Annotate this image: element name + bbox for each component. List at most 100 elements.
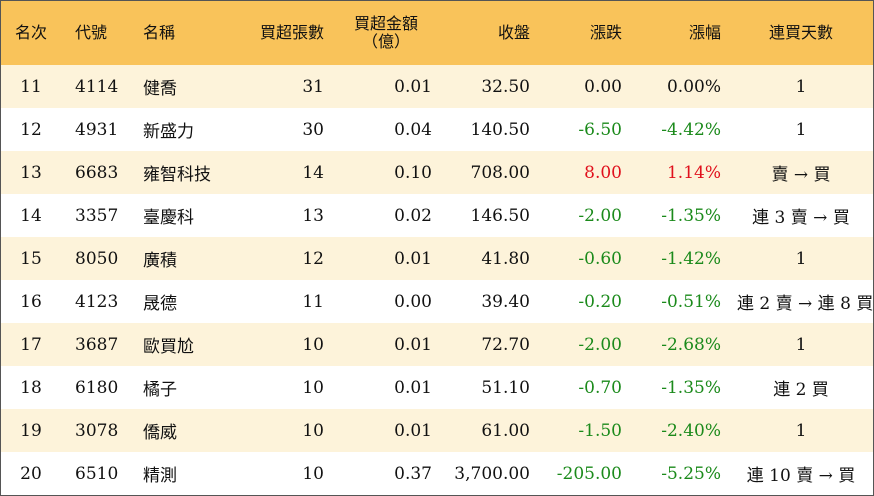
cell-name: 僑威 bbox=[143, 423, 177, 443]
cell-net-buy-amount: 0.04 bbox=[394, 119, 432, 140]
cell-change-pct: -0.51% bbox=[661, 291, 721, 312]
cell-code: 6180 bbox=[75, 377, 119, 398]
cell-change: -2.00 bbox=[578, 334, 622, 355]
cell-net-buy-amount: 0.02 bbox=[394, 205, 432, 226]
header-change: 漲跌 bbox=[589, 23, 622, 42]
table-row: 12 4931 新盛力 30 0.04 140.50 -6.50 -4.42% 1 bbox=[1, 108, 873, 151]
cell-net-buy-amount: 0.37 bbox=[394, 463, 432, 484]
cell-close: 41.80 bbox=[481, 248, 530, 269]
table-row: 19 3078 僑威 10 0.01 61.00 -1.50 -2.40% 1 bbox=[1, 409, 873, 452]
cell-change-pct: -1.42% bbox=[661, 248, 721, 269]
cell-net-buy-lots: 14 bbox=[302, 162, 324, 183]
cell-rank: 20 bbox=[20, 463, 42, 484]
cell-code: 6510 bbox=[75, 463, 119, 484]
cell-consecutive-days: 1 bbox=[795, 76, 807, 97]
cell-rank: 13 bbox=[20, 162, 42, 183]
cell-consecutive-days: 連 3 賣 → 買 bbox=[752, 208, 850, 228]
header-net-buy-lots: 買超張數 bbox=[259, 23, 324, 42]
cell-net-buy-amount: 0.01 bbox=[394, 248, 432, 269]
header-code: 代號 bbox=[75, 23, 108, 42]
cell-change: -1.50 bbox=[578, 420, 622, 441]
cell-net-buy-lots: 13 bbox=[302, 205, 324, 226]
cell-consecutive-days: 連 10 賣 → 買 bbox=[746, 466, 856, 486]
header-name: 名稱 bbox=[143, 23, 176, 42]
cell-rank: 14 bbox=[20, 205, 42, 226]
cell-rank: 16 bbox=[20, 291, 42, 312]
cell-close: 72.70 bbox=[481, 334, 530, 355]
cell-close: 140.50 bbox=[470, 119, 530, 140]
table-body: 11 4114 健喬 31 0.01 32.50 0.00 0.00% 1 12 4931 新盛力 30… bbox=[1, 65, 873, 495]
cell-consecutive-days: 1 bbox=[795, 248, 807, 269]
cell-change-pct: 1.14% bbox=[666, 162, 721, 183]
cell-name: 廣積 bbox=[143, 251, 177, 271]
cell-change: -0.70 bbox=[578, 377, 622, 398]
cell-close: 3,700.00 bbox=[454, 463, 530, 484]
cell-close: 708.00 bbox=[470, 162, 530, 183]
cell-net-buy-lots: 10 bbox=[302, 463, 324, 484]
cell-net-buy-amount: 0.00 bbox=[394, 291, 432, 312]
cell-code: 6683 bbox=[75, 162, 119, 183]
header-net-buy-amount-line2: （億） bbox=[361, 32, 410, 51]
cell-name: 歐買尬 bbox=[143, 337, 194, 357]
cell-rank: 12 bbox=[20, 119, 42, 140]
cell-net-buy-amount: 0.01 bbox=[394, 377, 432, 398]
table-row: 18 6180 橘子 10 0.01 51.10 -0.70 -1.35% 連 2 買 bbox=[1, 366, 873, 409]
cell-consecutive-days: 1 bbox=[795, 334, 807, 355]
cell-name: 臺慶科 bbox=[143, 208, 194, 228]
cell-code: 3357 bbox=[75, 205, 119, 226]
table-row: 17 3687 歐買尬 10 0.01 72.70 -2.00 -2.68% 1 bbox=[1, 323, 873, 366]
cell-consecutive-days: 連 2 賣 → 連 8 買 bbox=[737, 294, 874, 314]
cell-code: 4123 bbox=[75, 291, 119, 312]
table-header-row: 名次 代號 名稱 買超張數 買超金額 （億） 收盤 漲跌 漲幅 連買天數 bbox=[1, 1, 873, 65]
header-net-buy-amount-line1: 買超金額 bbox=[353, 14, 418, 33]
cell-net-buy-lots: 10 bbox=[302, 377, 324, 398]
cell-close: 39.40 bbox=[481, 291, 530, 312]
cell-rank: 15 bbox=[20, 248, 42, 269]
cell-code: 3687 bbox=[75, 334, 119, 355]
cell-close: 61.00 bbox=[481, 420, 530, 441]
cell-code: 3078 bbox=[75, 420, 119, 441]
cell-name: 健喬 bbox=[143, 79, 177, 99]
cell-net-buy-lots: 11 bbox=[302, 291, 324, 312]
cell-net-buy-lots: 12 bbox=[302, 248, 324, 269]
cell-net-buy-amount: 0.01 bbox=[394, 420, 432, 441]
cell-rank: 11 bbox=[20, 76, 42, 97]
cell-change: 8.00 bbox=[584, 162, 622, 183]
table-row: 14 3357 臺慶科 13 0.02 146.50 -2.00 -1.35% 連 3 賣 → … bbox=[1, 194, 873, 237]
cell-net-buy-lots: 31 bbox=[302, 76, 324, 97]
cell-name: 雍智科技 bbox=[143, 165, 211, 185]
cell-close: 146.50 bbox=[470, 205, 530, 226]
header-net-buy-amount: 買超金額 （億） bbox=[332, 1, 440, 65]
cell-change-pct: -1.35% bbox=[661, 205, 721, 226]
cell-name: 橘子 bbox=[143, 380, 177, 400]
cell-change-pct: -4.42% bbox=[661, 119, 721, 140]
cell-change-pct: 0.00% bbox=[666, 76, 721, 97]
cell-name: 晟德 bbox=[143, 294, 177, 314]
cell-net-buy-amount: 0.10 bbox=[394, 162, 432, 183]
cell-code: 4114 bbox=[75, 76, 119, 97]
cell-net-buy-lots: 30 bbox=[302, 119, 324, 140]
cell-close: 51.10 bbox=[481, 377, 530, 398]
cell-name: 新盛力 bbox=[143, 122, 194, 142]
cell-rank: 19 bbox=[20, 420, 42, 441]
table-row: 11 4114 健喬 31 0.01 32.50 0.00 0.00% 1 bbox=[1, 65, 873, 108]
cell-change-pct: -1.35% bbox=[661, 377, 721, 398]
cell-net-buy-amount: 0.01 bbox=[394, 334, 432, 355]
cell-change-pct: -5.25% bbox=[661, 463, 721, 484]
header-consecutive-days: 連買天數 bbox=[768, 23, 833, 42]
table-row: 20 6510 精測 10 0.37 3,700.00 -205.00 -5.25% 連 10 … bbox=[1, 452, 873, 495]
table-row: 13 6683 雍智科技 14 0.10 708.00 8.00 1.14% 賣 → 買 bbox=[1, 151, 873, 194]
cell-change: 0.00 bbox=[584, 76, 622, 97]
cell-code: 8050 bbox=[75, 248, 119, 269]
cell-change: -0.60 bbox=[578, 248, 622, 269]
cell-consecutive-days: 1 bbox=[795, 420, 807, 441]
cell-change-pct: -2.68% bbox=[661, 334, 721, 355]
cell-consecutive-days: 連 2 買 bbox=[773, 380, 829, 400]
cell-name: 精測 bbox=[143, 466, 177, 486]
table-row: 15 8050 廣積 12 0.01 41.80 -0.60 -1.42% 1 bbox=[1, 237, 873, 280]
cell-change-pct: -2.40% bbox=[661, 420, 721, 441]
cell-change: -6.50 bbox=[578, 119, 622, 140]
cell-change: -0.20 bbox=[578, 291, 622, 312]
cell-rank: 18 bbox=[20, 377, 42, 398]
